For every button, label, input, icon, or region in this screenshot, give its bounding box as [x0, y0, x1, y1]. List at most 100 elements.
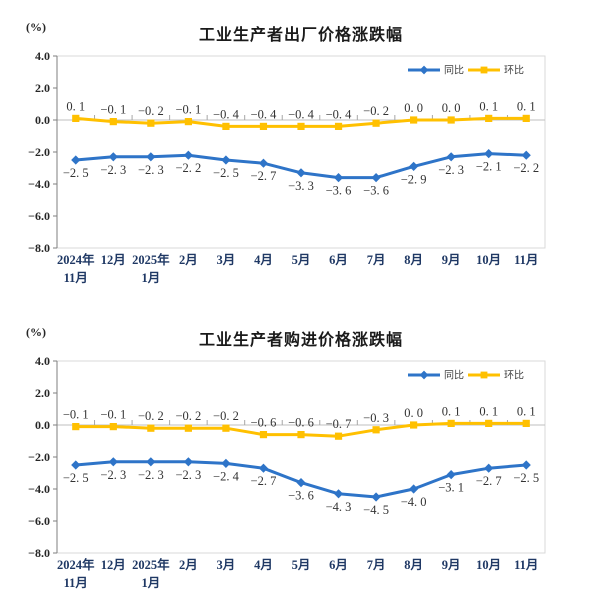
mom-point — [259, 122, 268, 130]
yoy-point — [446, 152, 456, 162]
svg-text:−8.0: −8.0 — [28, 241, 50, 255]
legend-yoy-label: 同比 — [444, 65, 464, 77]
yoy-point — [258, 463, 269, 473]
chart-title: 工业生产者购进价格涨跌幅 — [198, 332, 403, 349]
yoy-point — [484, 463, 494, 473]
yoy-value-label: −3. 6 — [326, 184, 352, 198]
svg-text:11月: 11月 — [64, 271, 88, 285]
mom-point — [184, 118, 192, 126]
mom-value-label: −0. 6 — [288, 416, 314, 430]
svg-text:1月: 1月 — [141, 576, 160, 590]
mom-point — [410, 116, 418, 124]
svg-text:0.0: 0.0 — [35, 113, 50, 127]
mom-value-label: −0. 4 — [326, 107, 353, 121]
legend-yoy-marker-icon — [419, 65, 429, 75]
yoy-value-label: −2. 7 — [251, 169, 277, 183]
mom-point — [109, 118, 117, 126]
yoy-value-label: −2. 5 — [513, 471, 539, 485]
legend: 同比 环比 — [408, 65, 524, 77]
mom-value-label: −0. 4 — [251, 107, 278, 121]
mom-point — [109, 423, 117, 431]
mom-value-label: −0. 1 — [100, 408, 126, 422]
svg-text:12月: 12月 — [101, 253, 126, 267]
mom-point — [372, 119, 380, 127]
mom-point — [222, 424, 230, 432]
yoy-point — [296, 478, 306, 488]
svg-text:12月: 12月 — [101, 558, 126, 572]
yoy-point — [371, 492, 381, 502]
svg-text:8月: 8月 — [404, 558, 423, 572]
mom-value-label: 0. 1 — [66, 99, 85, 113]
mom-value-label: −0. 2 — [138, 104, 164, 118]
svg-text:5月: 5月 — [292, 253, 311, 267]
mom-point — [222, 122, 230, 130]
svg-text:−4.0: −4.0 — [28, 482, 50, 496]
yoy-value-label: −2. 9 — [401, 172, 427, 186]
svg-text:2.0: 2.0 — [35, 386, 50, 400]
yoy-point — [221, 458, 231, 468]
mom-value-label: 0. 1 — [479, 404, 498, 418]
mom-point — [447, 116, 455, 124]
svg-text:3月: 3月 — [217, 253, 236, 267]
svg-text:6月: 6月 — [329, 558, 348, 572]
mom-point — [297, 122, 305, 130]
yoy-point — [108, 152, 118, 162]
yoy-value-label: −3. 1 — [438, 481, 464, 495]
mom-point — [334, 432, 343, 440]
svg-text:7月: 7月 — [367, 558, 386, 572]
yoy-point — [183, 150, 193, 160]
yoy-value-label: −2. 3 — [138, 468, 164, 482]
mom-value-label: −0. 2 — [213, 409, 239, 423]
svg-text:−6.0: −6.0 — [28, 514, 50, 528]
svg-text:2.0: 2.0 — [35, 81, 50, 95]
svg-text:2月: 2月 — [179, 558, 198, 572]
svg-text:0.0: 0.0 — [35, 418, 50, 432]
mom-value-label: −0. 1 — [175, 103, 201, 117]
yoy-point — [258, 158, 269, 168]
yoy-point — [484, 149, 494, 159]
mom-value-label: 0. 1 — [479, 99, 498, 113]
y-axis-unit-label: (%) — [26, 325, 46, 339]
yoy-point — [409, 484, 419, 494]
mom-point — [447, 419, 455, 427]
yoy-value-label: −2. 3 — [175, 468, 201, 482]
mom-value-label: −0. 4 — [288, 107, 315, 121]
yoy-value-label: −3. 6 — [288, 489, 314, 503]
mom-value-label: 0. 1 — [517, 404, 536, 418]
mom-point — [522, 114, 530, 122]
svg-text:2025年: 2025年 — [132, 557, 170, 572]
exfactory-price-plot: 4.0 2.0 0.0 −2.0 −4.0 −6.0 −8.0 2024年 11月 12月 2025… — [28, 49, 546, 285]
yoy-point — [409, 161, 419, 171]
series-yoy: −2. 5 −2. 3 −2. 3 −2. 2 −2. 5 −2. 7 −3. 3 −3. 6… — [63, 149, 539, 198]
mom-point — [372, 426, 380, 434]
yoy-point — [333, 173, 344, 183]
mom-value-label: −0. 1 — [63, 408, 89, 422]
yoy-point — [521, 460, 531, 470]
plot-frame — [56, 360, 546, 554]
yoy-value-label: −2. 7 — [476, 474, 502, 488]
yoy-value-label: −2. 7 — [251, 474, 277, 488]
svg-text:11月: 11月 — [514, 558, 538, 572]
yoy-value-label: −3. 6 — [363, 184, 389, 198]
purchase-price-plot: 4.0 2.0 0.0 −2.0 −4.0 −6.0 −8.0 2024年 11月 12月 2025… — [28, 354, 546, 590]
svg-text:−4.0: −4.0 — [28, 177, 50, 191]
yoy-value-label: −2. 2 — [513, 161, 539, 175]
svg-text:4.0: 4.0 — [35, 49, 50, 63]
yoy-point — [521, 150, 531, 160]
mom-point — [410, 421, 418, 429]
mom-point — [184, 424, 192, 432]
yoy-point — [71, 460, 81, 470]
svg-text:2025年: 2025年 — [132, 252, 170, 267]
legend-mom-marker-icon — [480, 66, 488, 74]
y-axis-tick-labels: 4.0 2.0 0.0 −2.0 −4.0 −6.0 −8.0 — [28, 49, 57, 255]
plot-frame — [56, 55, 546, 249]
svg-text:−6.0: −6.0 — [28, 209, 50, 223]
mom-value-label: −0. 2 — [138, 409, 164, 423]
yoy-value-label: −2. 3 — [138, 163, 164, 177]
svg-text:1月: 1月 — [141, 271, 160, 285]
svg-text:4月: 4月 — [254, 253, 273, 267]
mom-point — [334, 122, 343, 130]
chart-title: 工业生产者出厂价格涨跌幅 — [198, 27, 403, 44]
mom-point — [522, 419, 530, 427]
yoy-point — [183, 457, 193, 467]
